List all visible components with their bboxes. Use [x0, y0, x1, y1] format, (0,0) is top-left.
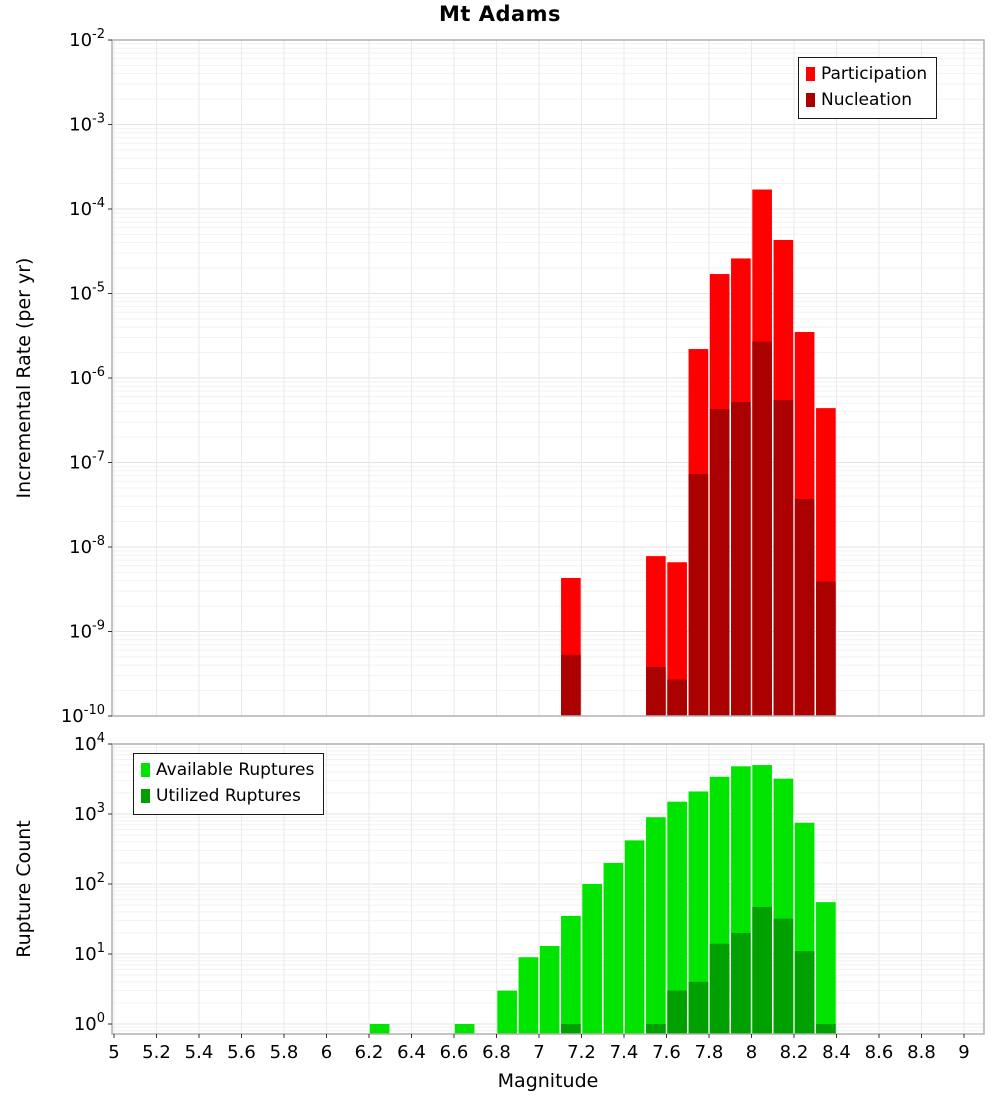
- bar-available-ruptures: [369, 1024, 390, 1034]
- x-tick-label: 6.8: [482, 1042, 511, 1063]
- chart-0: 10-2 10-3 10-4 10-5 10-6 10-7 10-8 10-9 10-10: [61, 27, 985, 727]
- bar-available-ruptures: [518, 957, 539, 1034]
- bar-nucleation: [709, 408, 730, 716]
- legend-item-nucleation: Nucleation: [806, 89, 927, 111]
- legend-item-participation: Participation: [806, 63, 927, 85]
- x-tick-label: 5.6: [227, 1042, 256, 1063]
- legend-label-participation: Participation: [821, 64, 928, 84]
- bar-available-ruptures: [667, 801, 687, 1034]
- y-tick-label: 10-3: [69, 112, 105, 136]
- bar-nucleation: [731, 401, 751, 716]
- x-tick-label: 6.4: [397, 1042, 426, 1063]
- bar-utilized-ruptures: [794, 951, 815, 1034]
- x-tick-label: 7.6: [652, 1042, 681, 1063]
- y-tick-label: 10-6: [69, 365, 105, 389]
- y-tick-label: 102: [74, 871, 105, 895]
- y-tick-label: 10-2: [69, 27, 105, 51]
- y-tick-label: 103: [74, 801, 105, 825]
- y-tick-label: 101: [74, 941, 105, 965]
- y-tick-label: 10-9: [69, 619, 105, 643]
- x-tick-label: 7.8: [695, 1042, 724, 1063]
- x-tick-label: 7.4: [610, 1042, 639, 1063]
- bars: [369, 765, 836, 1034]
- bar-available-ruptures: [539, 946, 560, 1034]
- utilized-ruptures-swatch: [141, 789, 150, 803]
- x-tick-label: 8.6: [865, 1042, 894, 1063]
- y-tick-label: 100: [74, 1011, 105, 1035]
- top-chart-legend: Participation Nucleation: [798, 57, 938, 119]
- x-tick-label: 5.2: [142, 1042, 171, 1063]
- y-tick-label: 10-5: [69, 281, 105, 305]
- legend-label-nucleation: Nucleation: [821, 90, 913, 110]
- x-tick-label: 5.4: [185, 1042, 214, 1063]
- bar-nucleation: [561, 654, 581, 716]
- y-tick-label: 10-4: [69, 196, 105, 220]
- bar-utilized-ruptures: [773, 918, 794, 1034]
- bar-nucleation: [794, 498, 815, 716]
- bar-nucleation: [773, 399, 794, 716]
- x-tick-label: 6.6: [440, 1042, 469, 1063]
- y-tick-label: 10-7: [69, 450, 105, 474]
- bars: [561, 189, 836, 716]
- legend-label-available-ruptures: Available Ruptures: [156, 760, 315, 780]
- x-tick-label: 7.2: [567, 1042, 596, 1063]
- bar-utilized-ruptures: [731, 932, 751, 1034]
- legend-label-utilized-ruptures: Utilized Ruptures: [156, 786, 301, 806]
- y-tick-label: 10-8: [69, 534, 105, 558]
- bar-utilized-ruptures: [752, 906, 772, 1034]
- bar-available-ruptures: [816, 902, 836, 1034]
- x-tick-label: 9: [958, 1042, 969, 1063]
- x-tick-label: 8.8: [907, 1042, 936, 1063]
- bar-utilized-ruptures: [667, 990, 687, 1034]
- x-axis-label: Magnitude: [497, 1070, 599, 1092]
- y-tick-label: 10-10: [61, 703, 105, 727]
- bar-available-ruptures: [454, 1024, 475, 1034]
- bar-utilized-ruptures: [816, 1024, 836, 1034]
- x-tick-label: 5.8: [270, 1042, 299, 1063]
- top-chart-y-axis-label: Incremental Rate (per yr): [13, 257, 35, 499]
- bar-utilized-ruptures: [709, 943, 730, 1034]
- bar-available-ruptures: [603, 862, 624, 1034]
- x-tick-label: 6: [321, 1042, 332, 1063]
- bottom-chart-y-axis-label: Rupture Count: [13, 820, 35, 958]
- x-tick-label: 5: [108, 1042, 119, 1063]
- bar-utilized-ruptures: [646, 1024, 666, 1034]
- bar-nucleation: [667, 679, 687, 716]
- bar-utilized-ruptures: [561, 1024, 581, 1034]
- bar-available-ruptures: [497, 990, 517, 1034]
- bar-available-ruptures: [561, 915, 581, 1034]
- bar-nucleation: [752, 341, 772, 716]
- x-tick-label: 8.4: [822, 1042, 851, 1063]
- bar-available-ruptures: [688, 791, 709, 1034]
- bar-nucleation: [646, 667, 666, 716]
- bar-participation: [667, 562, 687, 716]
- gridlines: [112, 40, 984, 717]
- x-tick-label: 8.2: [780, 1042, 809, 1063]
- available-ruptures-swatch: [141, 763, 150, 777]
- bar-available-ruptures: [582, 884, 602, 1034]
- bottom-chart-legend: Available Ruptures Utilized Ruptures: [133, 753, 325, 815]
- participation-swatch: [806, 67, 815, 81]
- bar-utilized-ruptures: [688, 981, 709, 1034]
- legend-item-available-ruptures: Available Ruptures: [141, 759, 314, 781]
- x-tick-label: 8: [746, 1042, 757, 1063]
- nucleation-swatch: [806, 93, 815, 107]
- legend-item-utilized-ruptures: Utilized Ruptures: [141, 785, 314, 807]
- y-tick-label: 104: [74, 731, 105, 755]
- x-tick-label: 6.2: [355, 1042, 384, 1063]
- bar-nucleation: [688, 474, 709, 716]
- chart-title: Mt Adams: [438, 2, 562, 26]
- bar-nucleation: [816, 581, 836, 716]
- bar-available-ruptures: [646, 817, 666, 1034]
- bar-available-ruptures: [624, 840, 645, 1034]
- x-tick-label: 7: [533, 1042, 544, 1063]
